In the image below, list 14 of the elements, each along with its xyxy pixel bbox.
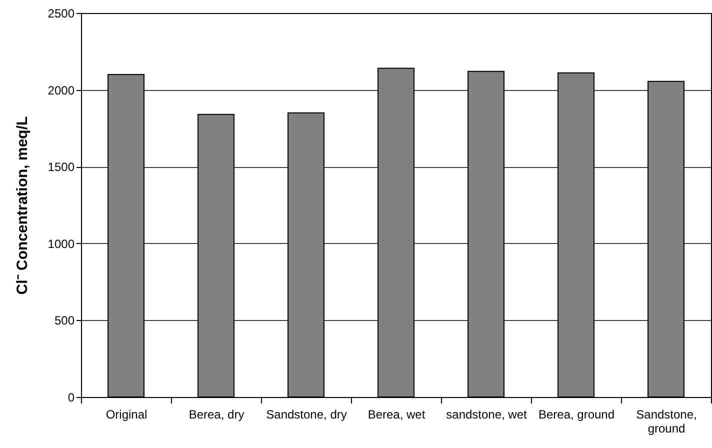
x-tick-label: Sandstone, dry [266,408,347,422]
y-tick-label: 2000 [48,83,75,98]
x-tick-label: Berea, ground [538,408,615,422]
y-tick-label: 500 [54,314,75,328]
x-tick-label: Berea, wet [368,408,426,422]
y-axis-title: Cl⁻ Concentration, meq/L [14,116,31,295]
y-tick-label: 2500 [48,6,75,20]
y-tick-label: 1000 [48,236,75,251]
y-tick-label: 0 [68,390,75,404]
y-tick-label: 1500 [48,160,75,174]
x-tick-label: Berea, dry [188,408,244,422]
x-tick-label: Sandstone, ground [636,408,697,436]
x-tick-label: sandstone, wet [446,408,528,422]
x-tick-label: Original [106,408,148,422]
